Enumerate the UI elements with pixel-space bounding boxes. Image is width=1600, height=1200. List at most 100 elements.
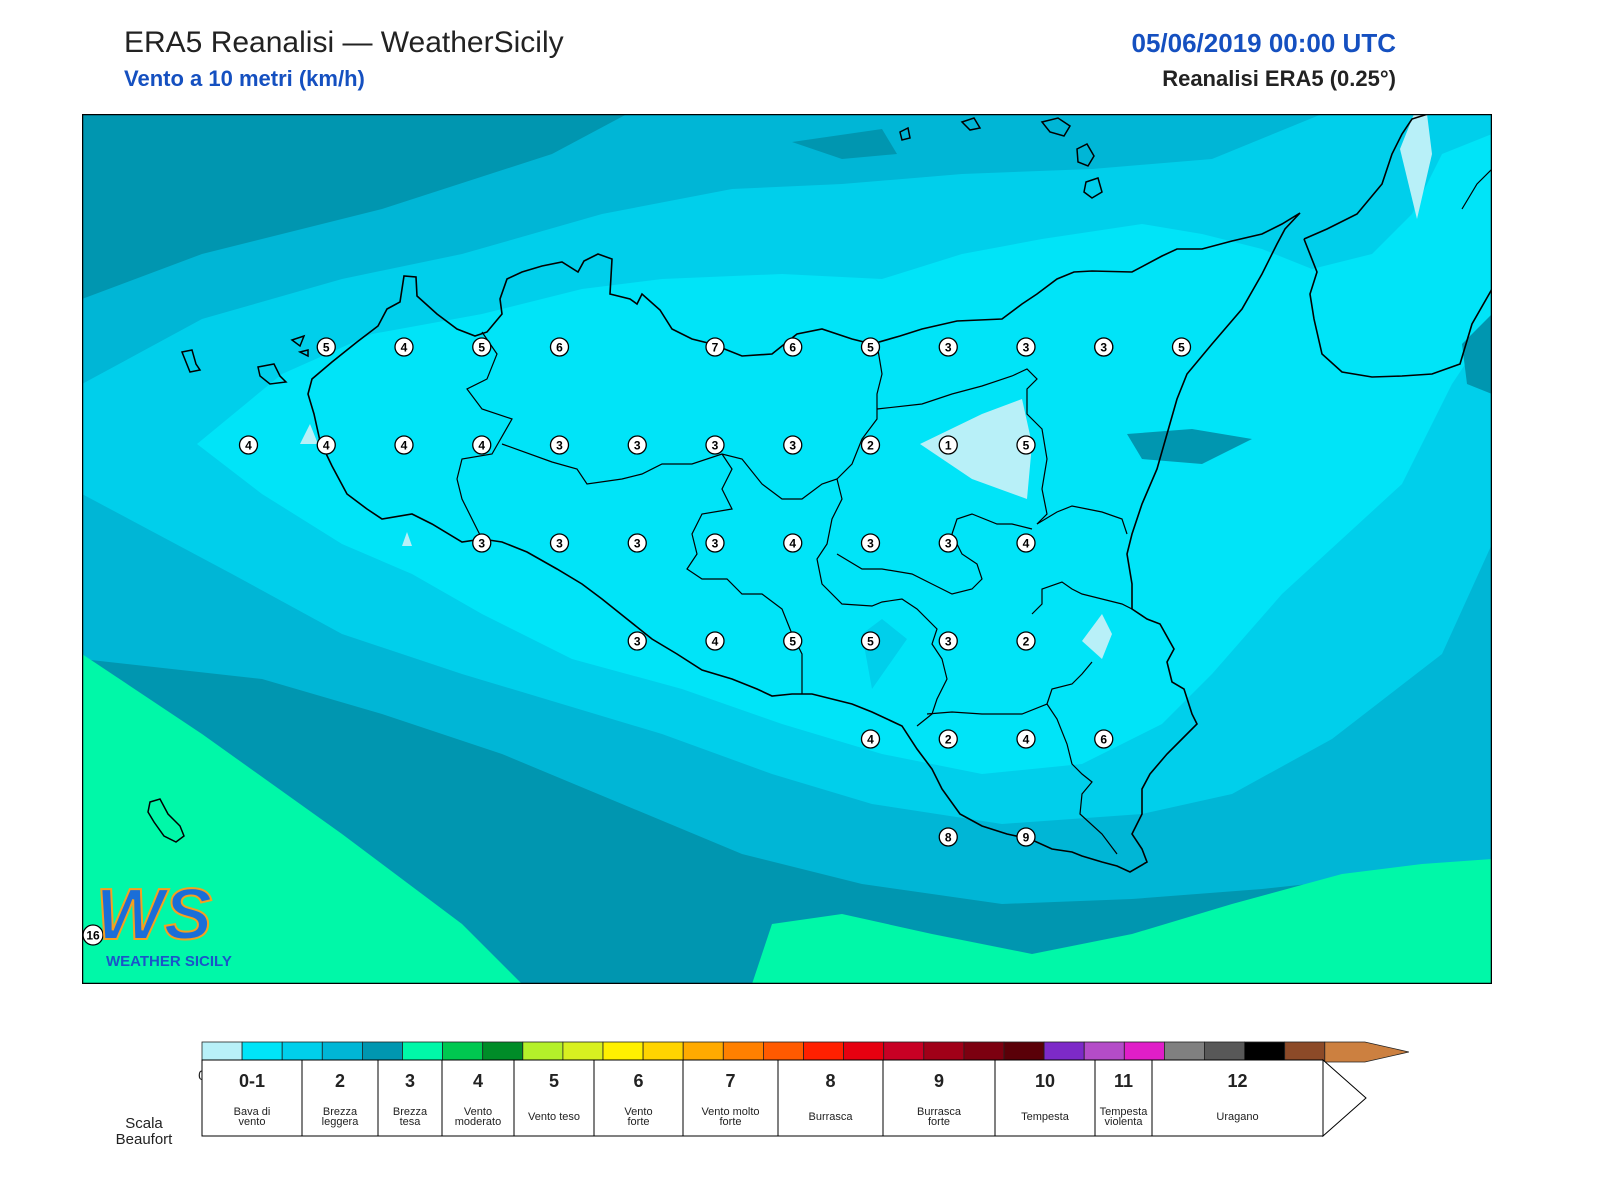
station-circle — [627, 631, 647, 651]
colorbar-segment — [281, 1041, 323, 1063]
station-circle — [627, 533, 647, 553]
beaufort-cell: 12 Uragano — [1151, 1059, 1324, 1137]
wind-band-10-15-patch — [1462, 314, 1492, 394]
station-beaufort-value: 5 — [478, 341, 485, 355]
station-marker: 5 — [783, 631, 803, 651]
beaufort-scale-label: Beaufort — [116, 1131, 174, 1148]
station-circle — [1016, 435, 1036, 455]
wind-band-10-15-patch — [1127, 429, 1252, 464]
station-circle — [1094, 337, 1114, 357]
province-border — [501, 343, 883, 500]
beaufort-desc: Uragano — [1216, 1111, 1258, 1123]
station-beaufort-value: 4 — [245, 439, 252, 453]
station-marker: 7 — [705, 337, 725, 357]
beaufort-cell-box — [1151, 1059, 1324, 1137]
egadi-island — [180, 349, 202, 373]
colorbar-arrow — [1324, 1041, 1409, 1063]
station-beaufort-value: 3 — [712, 537, 719, 551]
wind-band-15-20 — [82, 654, 522, 984]
beaufort-cell-box — [377, 1059, 443, 1137]
station-marker: 8 — [938, 827, 958, 847]
station-beaufort-value: 1 — [945, 439, 952, 453]
station-beaufort-value: 7 — [712, 341, 719, 355]
beaufort-number: 10 — [1035, 1071, 1055, 1091]
colorbar-segment — [843, 1041, 885, 1063]
station-marker: 3 — [783, 435, 803, 455]
wind-band-0-2 — [402, 532, 412, 546]
beaufort-desc: Tempesta — [1021, 1111, 1070, 1123]
station-circle — [860, 435, 881, 455]
station-circle — [549, 337, 570, 357]
wind-band-0-2 — [1400, 114, 1432, 219]
station-beaufort-value: 3 — [556, 439, 563, 453]
station-circle — [938, 337, 958, 357]
station-circle — [549, 435, 570, 455]
station-beaufort-value: 3 — [867, 537, 874, 551]
colorbar-segment — [402, 1041, 443, 1063]
province-border — [1036, 505, 1128, 535]
egadi-island — [257, 363, 288, 385]
beaufort-cell-box — [593, 1059, 684, 1137]
colorbar-segment — [241, 1041, 283, 1063]
aeolian-island — [1076, 143, 1095, 167]
station-beaufort-value: 6 — [556, 341, 563, 355]
beaufort-cell-box — [301, 1059, 379, 1137]
station-circle — [394, 337, 414, 357]
beaufort-cell-box — [994, 1059, 1096, 1137]
beaufort-arrow — [1322, 1058, 1367, 1138]
station-marker: 6 — [549, 337, 570, 357]
beaufort-desc: forte — [627, 1116, 649, 1128]
station-marker: 5 — [860, 337, 881, 357]
province-border — [456, 331, 513, 540]
wind-map: 5456765335354444333321533334334345532424… — [82, 114, 1492, 984]
station-beaufort-value: 4 — [323, 439, 330, 453]
beaufort-cell-box — [777, 1059, 884, 1137]
pantelleria-island — [147, 798, 185, 843]
colorbar-segment — [602, 1041, 644, 1063]
province-border — [1031, 581, 1133, 615]
station-marker: 4 — [1016, 533, 1036, 553]
station-circle — [1016, 533, 1036, 553]
beaufort-desc: Bava di — [234, 1106, 271, 1118]
station-marker: 4 — [1016, 729, 1036, 749]
station-beaufort-value: 5 — [789, 635, 796, 649]
station-beaufort-value: 6 — [789, 341, 796, 355]
beaufort-desc: forte — [928, 1116, 950, 1128]
beaufort-number: 3 — [405, 1071, 415, 1091]
beaufort-desc: forte — [719, 1116, 741, 1128]
province-border — [1046, 703, 1118, 855]
station-beaufort-value: 3 — [1100, 341, 1107, 355]
station-circle — [783, 435, 803, 455]
station-beaufort-value: 5 — [1178, 341, 1185, 355]
station-beaufort-value: 3 — [789, 439, 796, 453]
station-circle — [238, 435, 259, 455]
station-circle — [938, 827, 958, 847]
station-circle — [316, 435, 336, 455]
station-beaufort-value: 3 — [945, 537, 952, 551]
station-circle — [316, 337, 336, 357]
colorbar-segment — [722, 1041, 764, 1063]
station-marker: 3 — [549, 435, 570, 455]
beaufort-number: 2 — [335, 1071, 345, 1091]
beaufort-number: 9 — [934, 1071, 944, 1091]
station-beaufort-value: 16 — [86, 929, 100, 943]
station-marker: 3 — [472, 533, 492, 553]
station-marker: 4 — [472, 435, 492, 455]
colorbar-segment — [763, 1041, 804, 1063]
station-beaufort-value: 3 — [556, 537, 563, 551]
station-marker: 4 — [860, 729, 881, 749]
station-circle — [705, 533, 725, 553]
station-marker: 16 — [82, 924, 104, 946]
station-circle — [860, 337, 881, 357]
colorbar-segment — [442, 1041, 484, 1063]
aeolian-island — [960, 117, 982, 131]
station-marker: 2 — [1016, 631, 1036, 651]
station-beaufort-value: 8 — [945, 831, 952, 845]
station-circle — [1016, 827, 1036, 847]
station-circle — [627, 435, 647, 455]
colorbar-segment — [201, 1041, 243, 1063]
colorbar-segment — [1164, 1041, 1205, 1063]
station-marker: 3 — [627, 631, 647, 651]
